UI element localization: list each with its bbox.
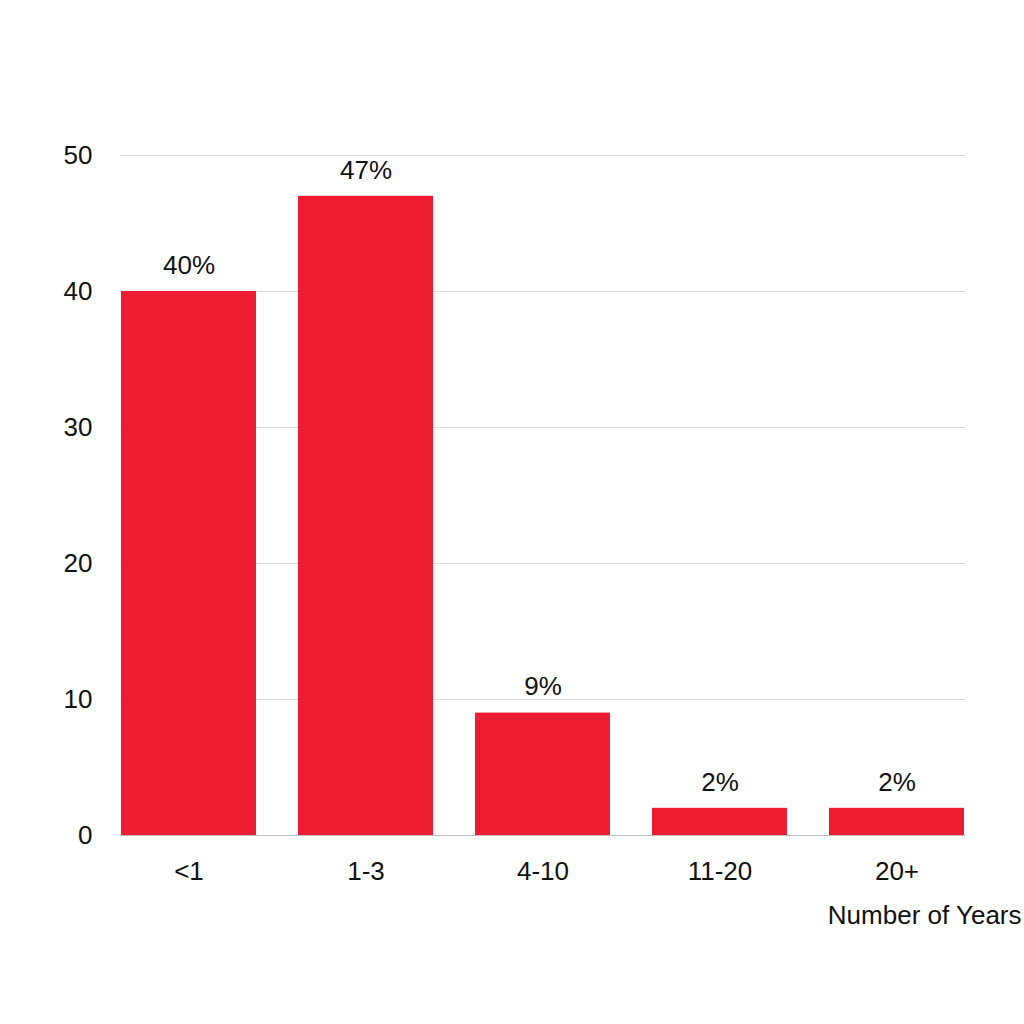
svg-text:2%: 2% (701, 767, 739, 797)
svg-text:10: 10 (64, 684, 93, 714)
svg-text:20: 20 (64, 548, 93, 578)
svg-text:47%: 47% (340, 155, 392, 185)
svg-text:50: 50 (64, 140, 93, 170)
svg-text:2%: 2% (878, 767, 916, 797)
svg-text:0: 0 (78, 820, 92, 850)
svg-text:Number of Years: Number of Years (828, 900, 1022, 930)
svg-text:9%: 9% (524, 671, 562, 701)
svg-text:<1: <1 (174, 856, 204, 886)
svg-text:1-3: 1-3 (347, 856, 385, 886)
svg-text:40: 40 (64, 276, 93, 306)
svg-text:30: 30 (64, 412, 93, 442)
svg-text:40%: 40% (163, 250, 215, 280)
svg-text:11-20: 11-20 (688, 856, 753, 886)
svg-text:4-10: 4-10 (517, 856, 569, 886)
svg-text:20+: 20+ (875, 856, 919, 886)
